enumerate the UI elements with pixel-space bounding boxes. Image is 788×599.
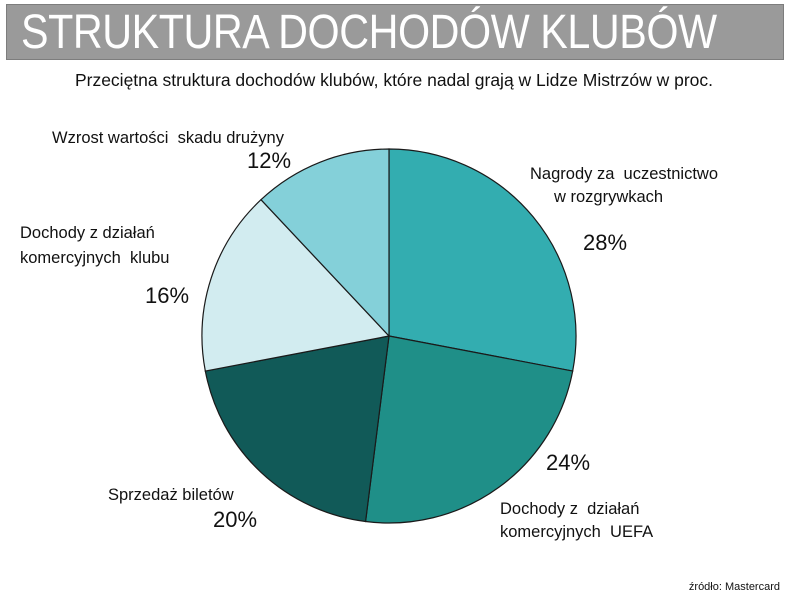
pie-slice [364,335,574,524]
slice-label: Dochody z działań [500,500,639,518]
pie-slice [388,148,577,372]
slice-percent-label: 20% [213,507,257,532]
source-note: źródło: Mastercard [688,581,780,593]
slice-label: Dochody z działań [20,224,155,242]
chart-title: STRUKTURA DOCHODÓW KLUBÓW [21,6,717,59]
slice-percent-label: 12% [247,148,291,173]
slice-label: komercyjnych UEFA [500,523,653,541]
slice-percent-label: 28% [583,230,627,255]
slice-label: w rozgrywkach [553,188,663,206]
title-bar: STRUKTURA DOCHODÓW KLUBÓW [6,4,784,60]
pie-slice [204,335,390,523]
slice-label: Sprzedaż biletów [108,486,234,504]
slice-label: Wzrost wartości skadu drużyny [52,129,285,147]
slice-label: Nagrody za uczestnictwo [530,165,718,183]
pie-slice [260,148,390,338]
slice-percent-label: 24% [546,450,590,475]
slice-percent-label: 16% [145,283,189,308]
pie-slice [201,198,391,372]
slice-label: komercyjnych klubu [20,249,169,267]
chart-subtitle: Przeciętna struktura dochodów klubów, kt… [74,70,714,90]
